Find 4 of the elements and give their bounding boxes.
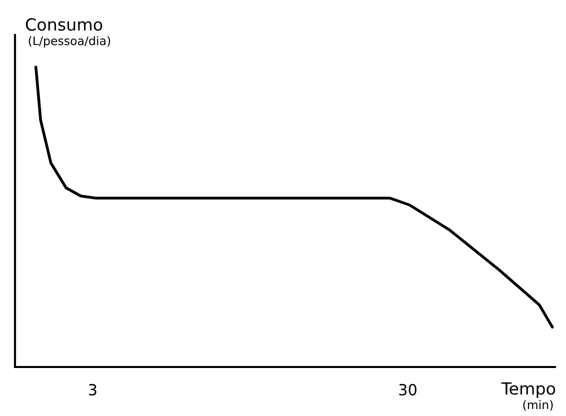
y-axis-title: Consumo (L/pessoa/dia) [26, 18, 110, 48]
x-tick-label: 3 [89, 384, 96, 396]
x-axis-title: Tempo (min) [501, 382, 556, 411]
x-tick-label: 30 [399, 384, 416, 396]
